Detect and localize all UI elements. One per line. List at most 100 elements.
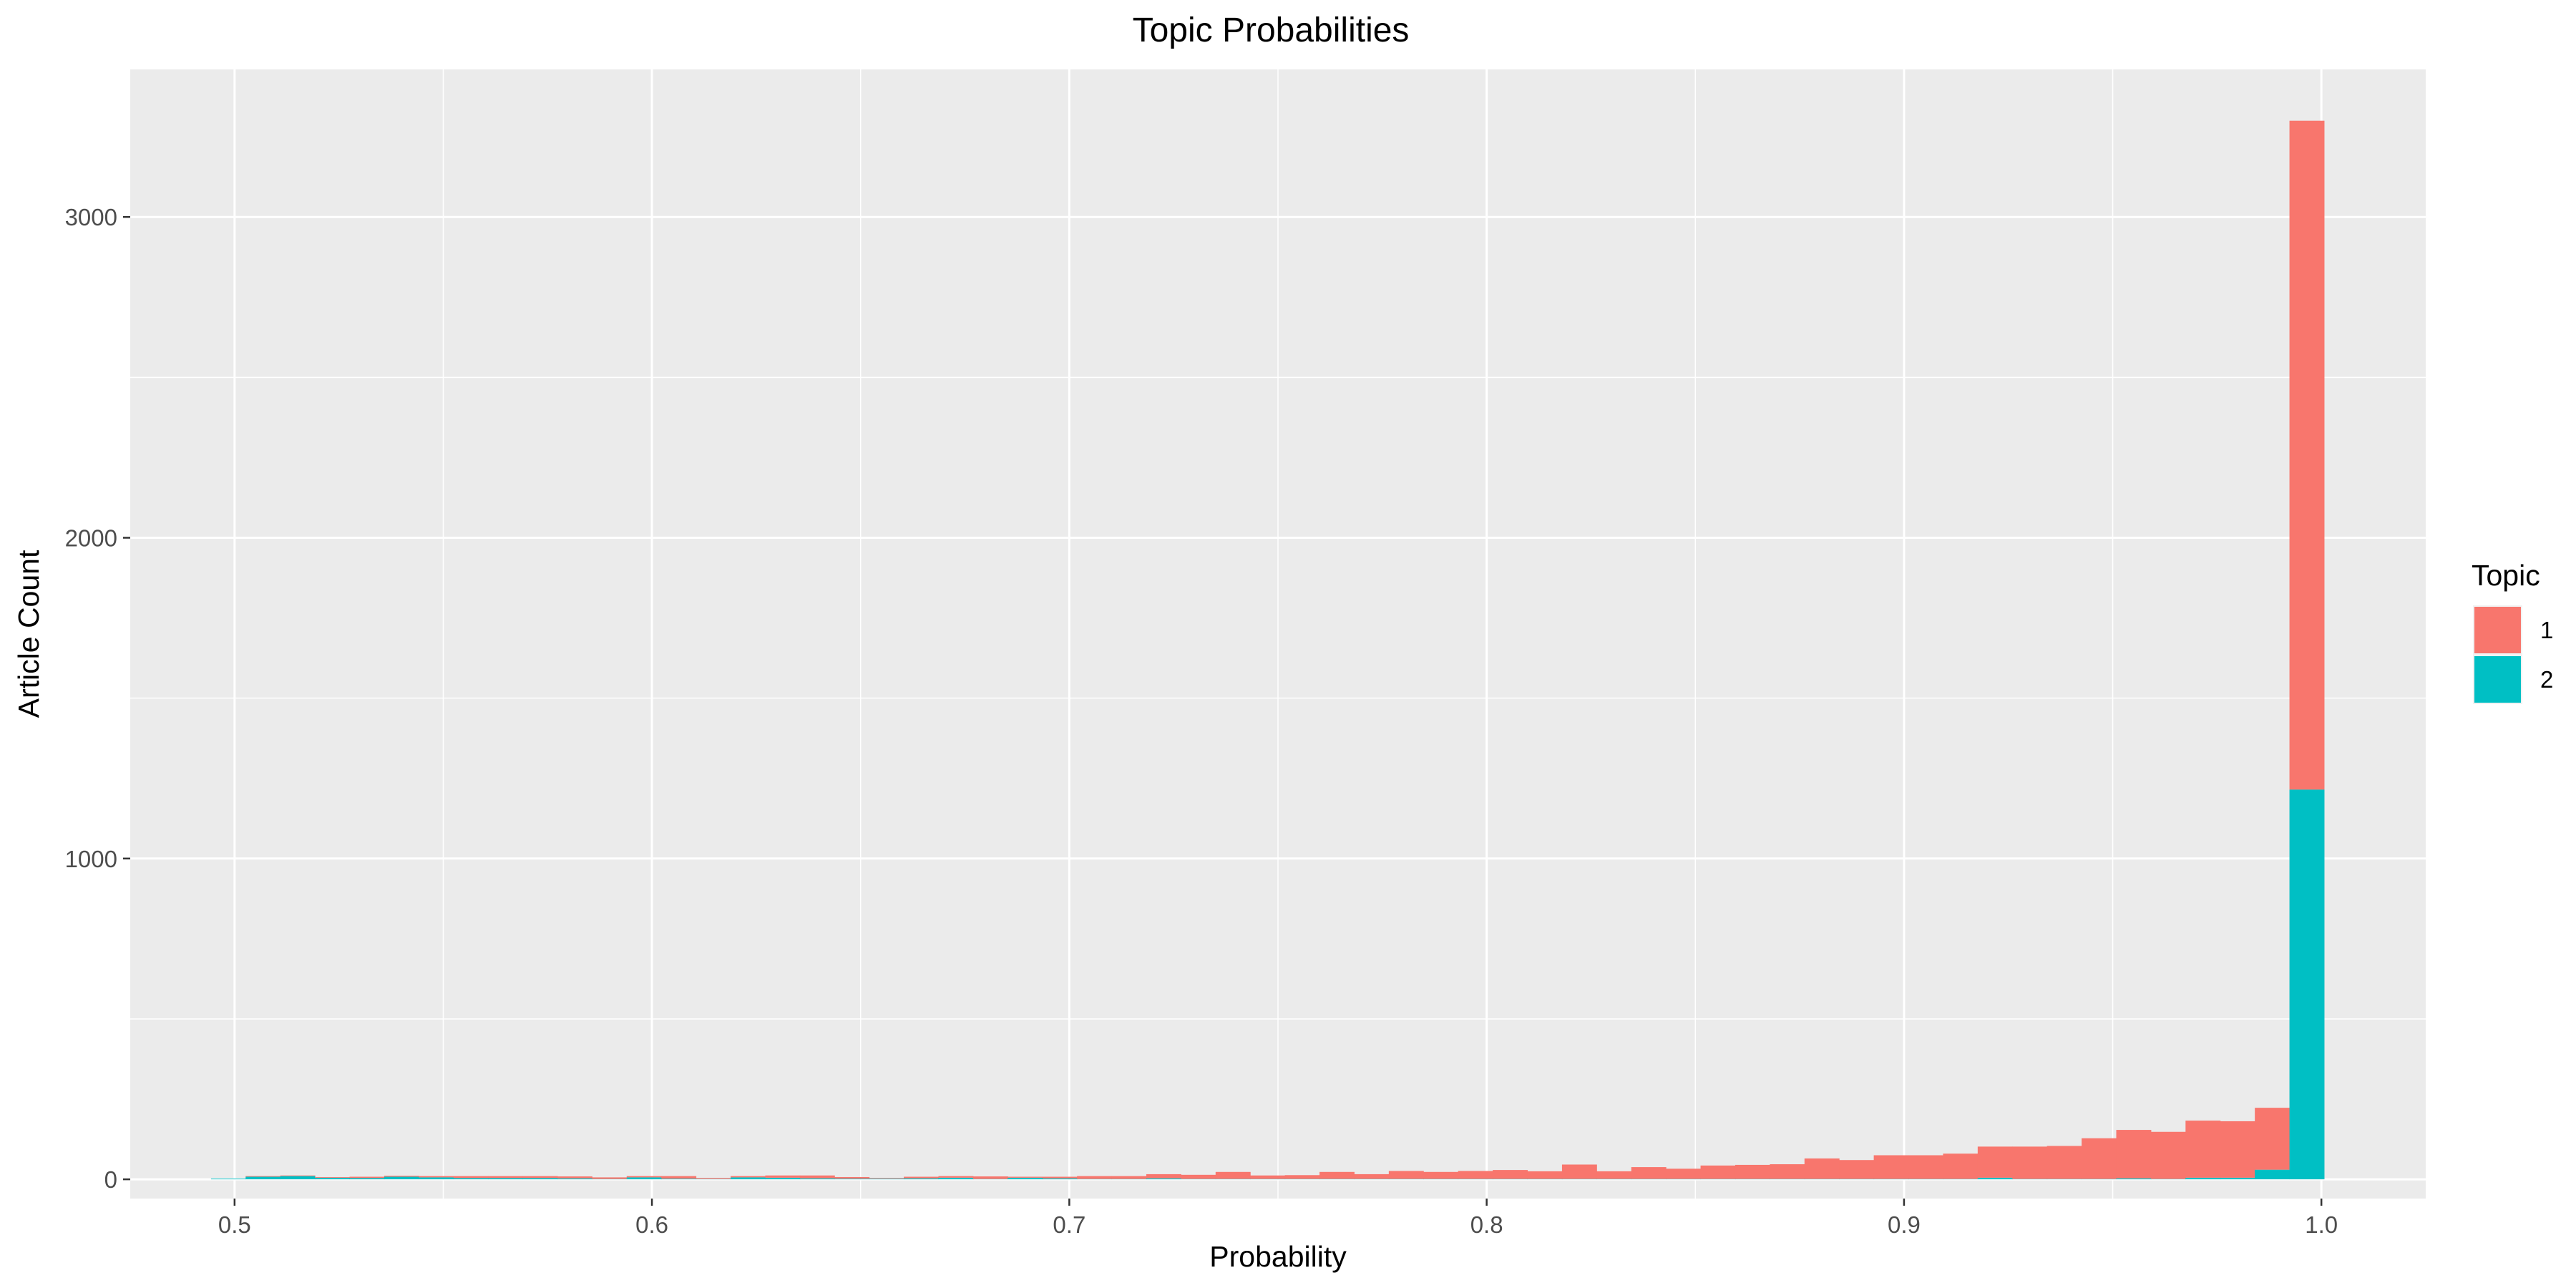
histogram-bar-topic-1 bbox=[626, 1176, 662, 1178]
legend-label-topic-2: 2 bbox=[2540, 666, 2553, 693]
y-tick-label: 2000 bbox=[65, 525, 117, 552]
histogram-bar-topic-1 bbox=[592, 1177, 628, 1179]
x-tick-label: 0.6 bbox=[635, 1211, 668, 1238]
histogram-bar-topic-2 bbox=[349, 1178, 385, 1180]
histogram-bar-topic-1 bbox=[1561, 1164, 1597, 1179]
histogram-bar-topic-1 bbox=[1319, 1171, 1355, 1179]
histogram-bar-topic-1 bbox=[2289, 120, 2325, 790]
histogram-bar-topic-2 bbox=[384, 1176, 419, 1180]
histogram-bar-topic-1 bbox=[349, 1176, 385, 1179]
histogram-bar-topic-1 bbox=[1735, 1164, 1770, 1179]
legend-key-topic-2 bbox=[2474, 656, 2521, 703]
histogram-bar-topic-2 bbox=[938, 1177, 974, 1180]
histogram-bar-topic-1 bbox=[2046, 1146, 2082, 1179]
histogram-bar-topic-2 bbox=[522, 1178, 558, 1180]
histogram-bar-topic-2 bbox=[280, 1176, 316, 1180]
histogram-bar-topic-1 bbox=[1423, 1171, 1459, 1179]
histogram-bar-topic-1 bbox=[1458, 1171, 1493, 1179]
histogram-bar-topic-1 bbox=[2185, 1121, 2221, 1178]
histogram-bar-topic-1 bbox=[1250, 1175, 1286, 1179]
x-tick-label: 0.8 bbox=[1470, 1211, 1503, 1238]
histogram-bar-topic-1 bbox=[1527, 1171, 1563, 1179]
histogram-bars bbox=[210, 120, 2325, 1180]
histogram-bar-topic-1 bbox=[869, 1178, 904, 1179]
histogram-bar-topic-2 bbox=[2185, 1177, 2221, 1180]
histogram-bar-topic-1 bbox=[1977, 1146, 2013, 1178]
legend-label-topic-1: 1 bbox=[2540, 617, 2553, 643]
histogram-bar-topic-1 bbox=[1042, 1176, 1078, 1179]
x-tick-label: 1.0 bbox=[2305, 1211, 2338, 1238]
histogram-bar-topic-2 bbox=[419, 1177, 454, 1180]
histogram-bar-topic-1 bbox=[1700, 1165, 1736, 1179]
histogram-bar-topic-1 bbox=[1146, 1174, 1181, 1179]
histogram-bar-topic-1 bbox=[245, 1176, 281, 1177]
histogram-bar-topic-1 bbox=[2012, 1146, 2048, 1179]
histogram-bar-topic-1 bbox=[1666, 1169, 1702, 1179]
legend-title: Topic bbox=[2472, 559, 2540, 592]
histogram-bar-topic-2 bbox=[2255, 1169, 2290, 1180]
histogram-bar-topic-1 bbox=[453, 1176, 489, 1179]
histogram-bar-topic-2 bbox=[2220, 1177, 2255, 1180]
histogram-bar-topic-2 bbox=[626, 1177, 662, 1180]
axes: 0.5 0.6 0.7 0.8 0.9 1.0 0 1000 2000 3000 bbox=[65, 204, 2338, 1238]
histogram-bar-topic-1 bbox=[2150, 1131, 2186, 1179]
x-tick-label: 0.5 bbox=[218, 1211, 251, 1238]
histogram-bar-topic-1 bbox=[696, 1178, 731, 1179]
histogram-bar-topic-1 bbox=[1596, 1171, 1632, 1179]
y-axis-title: Article Count bbox=[12, 550, 45, 718]
histogram-bar-topic-2 bbox=[453, 1178, 489, 1180]
y-tick-label: 1000 bbox=[65, 846, 117, 872]
chart-title: Topic Probabilities bbox=[1133, 11, 1410, 49]
histogram-bar-topic-1 bbox=[1908, 1155, 1943, 1179]
histogram-bar-topic-1 bbox=[1111, 1176, 1147, 1179]
histogram-bar-topic-1 bbox=[799, 1175, 835, 1179]
histogram-bar-topic-1 bbox=[1354, 1174, 1390, 1179]
histogram-bar-topic-2 bbox=[1008, 1177, 1043, 1180]
histogram-bar-topic-1 bbox=[1839, 1160, 1875, 1179]
histogram-bar-topic-2 bbox=[315, 1177, 351, 1180]
histogram-bar-topic-1 bbox=[1943, 1153, 1979, 1179]
grid-lines bbox=[130, 69, 2426, 1199]
histogram-bar-topic-1 bbox=[731, 1176, 766, 1178]
histogram-bar-topic-1 bbox=[1181, 1174, 1216, 1179]
histogram-bar-topic-1 bbox=[765, 1175, 801, 1178]
histogram-bar-topic-1 bbox=[1804, 1158, 1840, 1179]
histogram-bar-topic-1 bbox=[938, 1176, 974, 1178]
y-tick-label: 0 bbox=[104, 1166, 117, 1193]
histogram-bar-topic-2 bbox=[245, 1176, 281, 1180]
histogram-bar-topic-1 bbox=[1008, 1176, 1043, 1178]
histogram-bar-topic-2 bbox=[2289, 789, 2325, 1180]
histogram-bar-topic-1 bbox=[1873, 1155, 1909, 1179]
histogram-bar-topic-2 bbox=[488, 1178, 524, 1180]
histogram-bar-topic-1 bbox=[1284, 1175, 1320, 1179]
histogram-bar-topic-1 bbox=[2082, 1138, 2117, 1179]
histogram-bar-topic-1 bbox=[488, 1176, 524, 1179]
histogram-bar-topic-1 bbox=[972, 1176, 1008, 1179]
legend: Topic 1 2 bbox=[2472, 559, 2553, 704]
histogram-bar-topic-1 bbox=[2255, 1108, 2290, 1170]
histogram-bar-topic-1 bbox=[2220, 1121, 2255, 1178]
y-tick-label: 3000 bbox=[65, 204, 117, 230]
histogram-bar-topic-2 bbox=[731, 1177, 766, 1180]
histogram-bar-topic-1 bbox=[834, 1176, 870, 1179]
histogram-bar-topic-1 bbox=[1388, 1171, 1424, 1179]
histogram-bar-topic-1 bbox=[1631, 1167, 1667, 1179]
histogram-bar-topic-1 bbox=[661, 1176, 697, 1179]
histogram-bar-topic-1 bbox=[557, 1176, 592, 1179]
histogram-bar-topic-2 bbox=[765, 1177, 801, 1180]
histogram-bar-topic-2 bbox=[1977, 1177, 2013, 1180]
histogram-bar-topic-1 bbox=[1770, 1164, 1805, 1179]
histogram-bar-topic-1 bbox=[522, 1176, 558, 1179]
histogram-bar-topic-1 bbox=[1077, 1176, 1113, 1179]
legend-key-topic-1 bbox=[2474, 607, 2521, 653]
histogram-bar-topic-1 bbox=[1215, 1171, 1251, 1179]
x-tick-label: 0.9 bbox=[1888, 1211, 1921, 1238]
histogram-bar-topic-1 bbox=[904, 1176, 940, 1179]
x-axis-title: Probability bbox=[1209, 1240, 1347, 1273]
histogram-bar-topic-1 bbox=[1493, 1170, 1528, 1179]
x-tick-label: 0.7 bbox=[1053, 1211, 1085, 1238]
histogram-bar-topic-1 bbox=[419, 1176, 454, 1178]
histogram-bar-topic-1 bbox=[315, 1176, 351, 1178]
histogram-bar-topic-1 bbox=[2116, 1130, 2152, 1179]
